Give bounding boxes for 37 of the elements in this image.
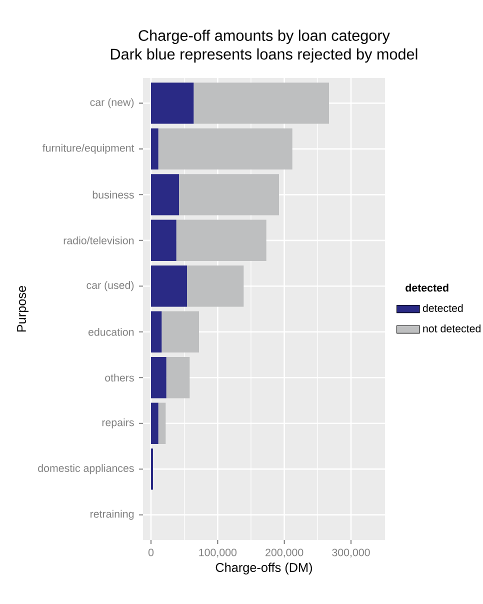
y-tick-label: car (new) <box>90 98 134 108</box>
chart-subtitle: Dark blue represents loans rejected by model <box>110 48 418 63</box>
bar <box>151 266 187 307</box>
bar <box>151 128 158 170</box>
x-tick-label: 200,000 <box>266 548 304 558</box>
y-tick-label: repairs <box>102 418 134 428</box>
y-tick-label: business <box>92 190 134 199</box>
bar <box>194 82 329 124</box>
bar <box>151 82 194 124</box>
y-tick-label: radio/television <box>64 236 134 244</box>
y-tick-label: furniture/equipment <box>42 144 134 154</box>
bar <box>166 357 190 398</box>
bar <box>151 220 176 261</box>
chart-title: Charge-off amounts by loan category <box>138 30 390 44</box>
bar <box>158 128 292 170</box>
bar <box>151 311 162 352</box>
bar <box>176 220 266 261</box>
y-tick-label: car (used) <box>86 281 134 292</box>
legend-label: not detected <box>423 324 481 332</box>
bar <box>151 402 158 444</box>
bar <box>187 266 244 307</box>
y-axis-title: Purpose <box>17 286 28 332</box>
x-axis-title: Charge-offs (DM) <box>216 562 312 574</box>
legend-title: detected <box>406 284 448 292</box>
bar <box>151 357 166 398</box>
y-tick-label: retraining <box>90 510 134 520</box>
x-tick-label: 300,000 <box>332 548 370 558</box>
bar <box>158 402 166 444</box>
bar <box>162 311 199 352</box>
y-tick-label: education <box>88 328 134 336</box>
x-tick-label: 100,000 <box>199 548 237 558</box>
legend-label: detected <box>422 304 463 312</box>
y-tick-label: others <box>105 374 134 382</box>
y-tick-label: domestic appliances <box>38 464 134 474</box>
bar <box>179 174 279 216</box>
bar <box>151 174 179 216</box>
x-tick-label: 0 <box>148 548 154 556</box>
